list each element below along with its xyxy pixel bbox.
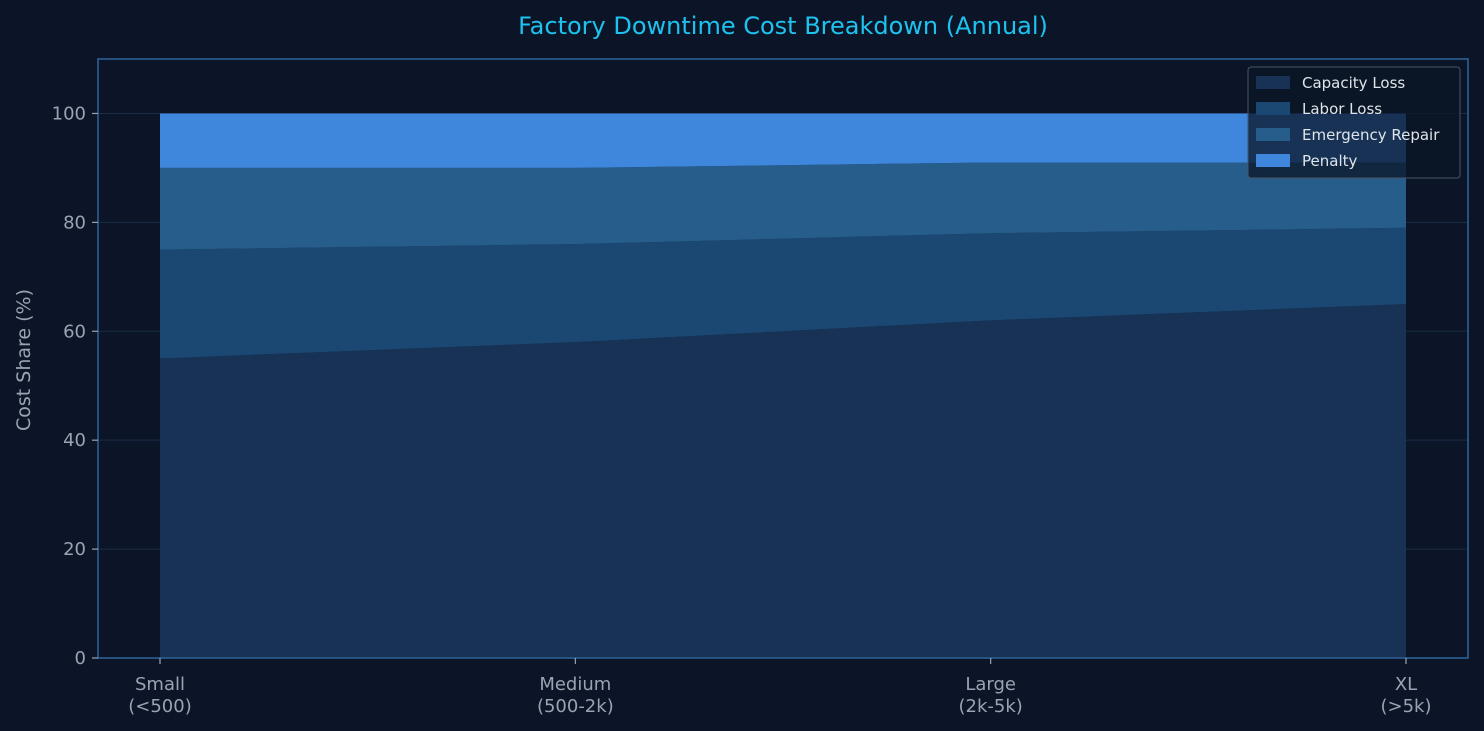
x-tick-label-line: (500-2k) <box>537 696 614 717</box>
x-tick-label-line: Medium <box>539 674 611 695</box>
y-axis-label: Cost Share (%) <box>13 289 35 431</box>
x-tick-label-line: Small <box>135 674 185 695</box>
y-tick-label: 0 <box>75 648 86 669</box>
area-labor-loss <box>160 227 1406 359</box>
y-tick-label: 100 <box>52 103 86 124</box>
legend-label: Labor Loss <box>1302 100 1382 118</box>
series-areas <box>160 113 1406 658</box>
legend-box <box>1247 66 1461 179</box>
legend-label: Penalty <box>1302 152 1357 170</box>
chart-title: Factory Downtime Cost Breakdown (Annual) <box>518 12 1048 40</box>
x-tick-label-line: (>5k) <box>1380 696 1431 717</box>
plot-frame <box>97 58 1469 659</box>
legend-swatch <box>1256 76 1290 89</box>
x-tick-label-line: XL <box>1395 674 1417 695</box>
legend-label: Emergency Repair <box>1302 126 1440 144</box>
y-tick-label: 60 <box>63 321 86 342</box>
x-tick-label-line: (2k-5k) <box>959 696 1023 717</box>
axis-ticks: 0 20 40 60 80 100 Small (<500) Medium (500-2k) Lar… <box>52 103 1432 717</box>
area-capacity-loss <box>160 304 1406 658</box>
area-penalty <box>160 113 1406 168</box>
legend-swatch <box>1256 154 1290 167</box>
legend[interactable]: Capacity Loss Labor Loss Emergency Repair P… <box>1247 66 1461 179</box>
y-tick-label: 80 <box>63 212 86 233</box>
x-tick-label-line: (<500) <box>128 696 191 717</box>
x-tick-label: Medium (500-2k) <box>537 674 614 717</box>
area-emergency-repair <box>160 162 1406 250</box>
x-tick-label: XL (>5k) <box>1380 674 1431 717</box>
legend-swatch <box>1256 128 1290 141</box>
y-tick-label: 40 <box>63 430 86 451</box>
x-tick-label: Large (2k-5k) <box>959 674 1023 717</box>
legend-label: Capacity Loss <box>1302 74 1405 92</box>
x-tick-label: Small (<500) <box>128 674 191 717</box>
y-tick-label: 20 <box>63 539 86 560</box>
x-tick-label-line: Large <box>965 674 1016 695</box>
legend-swatch <box>1256 102 1290 115</box>
